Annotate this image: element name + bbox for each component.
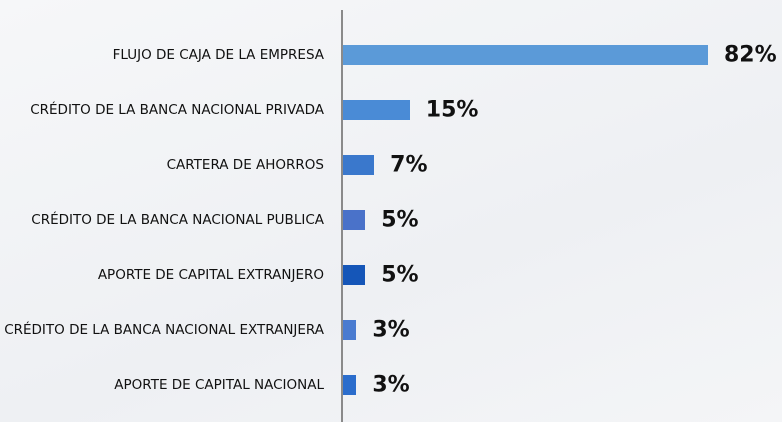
category-label: APORTE DE CAPITAL NACIONAL (114, 377, 324, 393)
value-label: 82% (724, 42, 777, 68)
bar (343, 375, 357, 395)
bar (343, 210, 366, 230)
value-label: 15% (425, 97, 479, 123)
bar (343, 155, 375, 175)
bar (343, 320, 357, 340)
bar (343, 100, 410, 120)
value-label: 7% (390, 152, 428, 178)
bar (343, 265, 366, 285)
category-label: FLUJO DE CAJA DE LA EMPRESA (112, 47, 324, 63)
value-label: 5% (381, 207, 419, 233)
category-label: CRÉDITO DE LA BANCA NACIONAL PRIVADA (30, 102, 324, 118)
value-label: 3% (372, 317, 410, 343)
value-label: 3% (372, 372, 410, 398)
category-axis (341, 10, 343, 422)
category-label: CRÉDITO DE LA BANCA NACIONAL PUBLICA (31, 212, 324, 228)
category-label: APORTE DE CAPITAL EXTRANJERO (97, 267, 324, 283)
category-label: CARTERA DE AHORROS (166, 157, 324, 173)
category-label: CRÉDITO DE LA BANCA NACIONAL EXTRANJERA (4, 322, 324, 338)
value-label: 5% (381, 262, 419, 288)
bar (343, 45, 708, 65)
